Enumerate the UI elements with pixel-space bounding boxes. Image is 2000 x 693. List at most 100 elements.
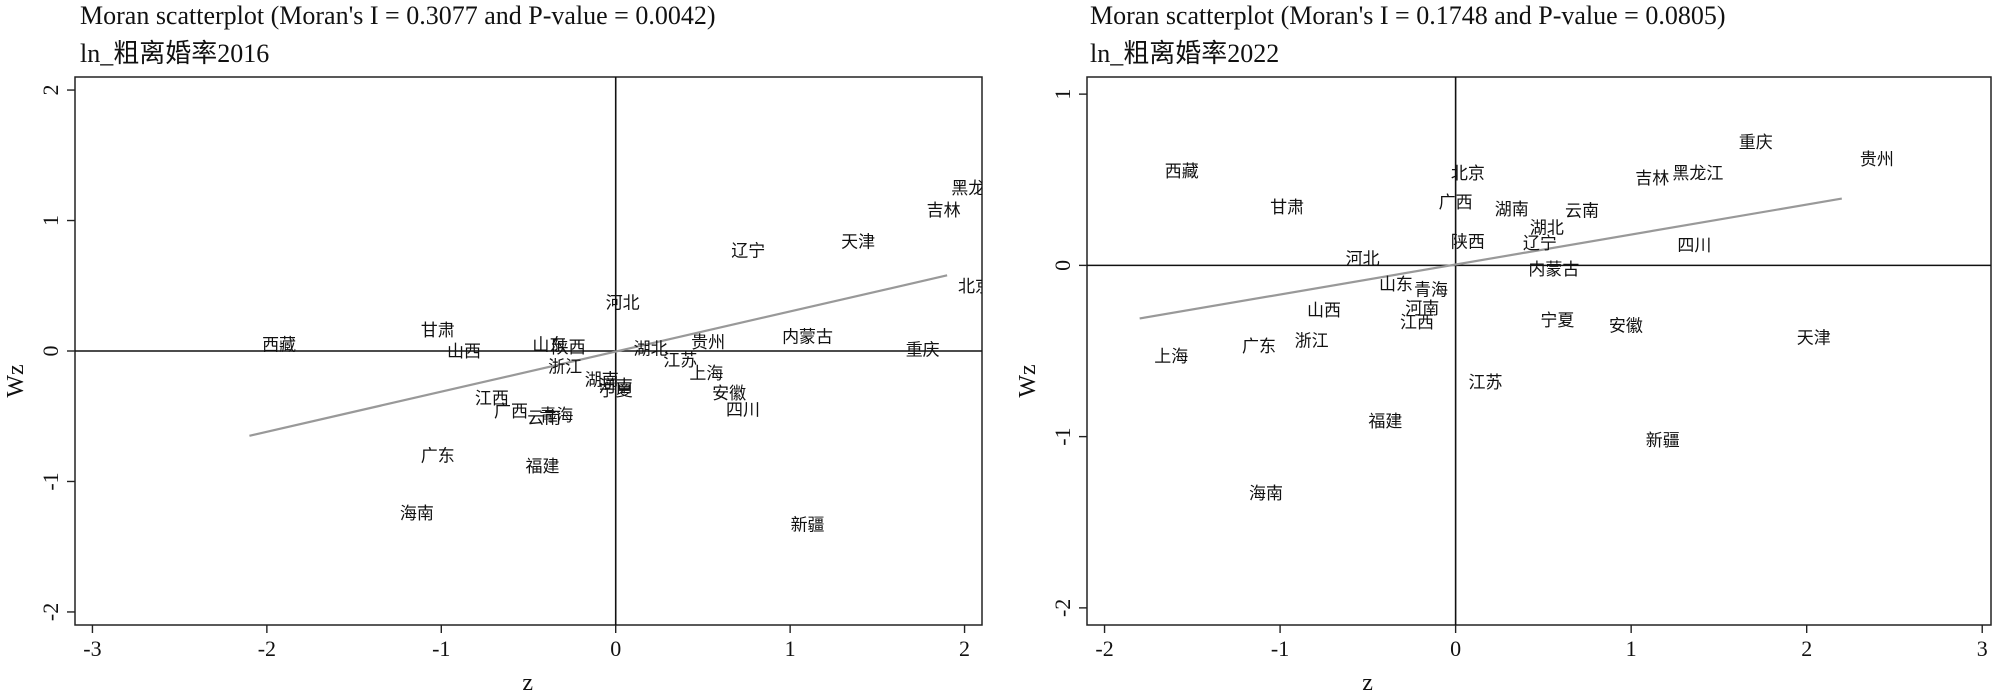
point-label: 四川: [726, 401, 760, 421]
chart-title: Moran scatterplot (Moran's I = 0.3077 an…: [80, 1, 716, 30]
point-label: 广东: [421, 446, 455, 466]
point-label: 宁夏: [599, 381, 633, 401]
chart-subtitle: ln_粗离婚率2022: [1090, 39, 1280, 68]
point-label: 北京: [958, 277, 992, 297]
point-label: 湖北: [634, 339, 668, 359]
point-label: 新疆: [1646, 431, 1680, 451]
point-label: 重庆: [906, 341, 940, 361]
plot-frame: [1086, 76, 1992, 626]
point-label: 重庆: [1739, 133, 1773, 153]
point-label: 湖北: [1530, 219, 1564, 239]
point-label: 江苏: [663, 351, 697, 371]
point-label: 黑龙江: [951, 179, 1002, 199]
point-label: 陕西: [552, 338, 586, 358]
x-tick-label: 2: [959, 636, 970, 661]
point-label: 江西: [475, 389, 509, 409]
y-tick-label: 1: [1050, 89, 1075, 100]
point-label: 黑龙江: [1672, 164, 1723, 184]
fit-line: [249, 274, 948, 437]
y-axis-title: Wz: [3, 364, 29, 397]
y-tick-label: 2: [38, 85, 63, 96]
point-label: 内蒙古: [1528, 260, 1579, 280]
y-axis-title: Wz: [1015, 364, 1041, 397]
point-label: 广西: [494, 402, 528, 422]
point-label: 安徽: [1609, 316, 1643, 336]
point-label: 浙江: [1295, 332, 1329, 352]
x-tick-label: -3: [83, 636, 101, 661]
y-tick-label: 1: [38, 215, 63, 226]
y-tick-label: -1: [1050, 427, 1075, 445]
point-label: 北京: [1451, 164, 1485, 184]
point-label: 上海: [1154, 347, 1188, 367]
point-label: 浙江: [548, 358, 582, 378]
point-label: 宁夏: [1540, 311, 1574, 331]
point-label: 上海: [689, 364, 723, 384]
y-tick-label: -1: [38, 472, 63, 490]
point-label: 陕西: [1451, 232, 1485, 252]
point-label: 天津: [841, 232, 875, 252]
point-label: 湖南: [1495, 200, 1529, 220]
x-axis-title: z: [522, 670, 533, 693]
point-label: 江西: [1400, 313, 1434, 333]
point-label: 海南: [400, 504, 434, 524]
x-tick-label: -1: [1271, 636, 1289, 661]
x-tick-label: 3: [1977, 636, 1988, 661]
point-label: 山西: [447, 342, 481, 362]
moran-panel-2016: Moran scatterplot (Moran's I = 0.3077 an…: [3, 1, 1002, 693]
x-tick-label: 0: [1450, 636, 1461, 661]
point-label: 海南: [1249, 484, 1283, 504]
chart-title: Moran scatterplot (Moran's I = 0.1748 an…: [1090, 1, 1726, 30]
x-tick-label: -1: [432, 636, 450, 661]
x-tick-label: -2: [1095, 636, 1113, 661]
point-label: 河南: [1405, 299, 1439, 319]
x-tick-label: 1: [785, 636, 796, 661]
point-label: 西藏: [1165, 162, 1199, 182]
point-label: 山西: [1307, 301, 1341, 321]
point-label: 河南: [599, 377, 633, 397]
point-label: 广东: [1242, 337, 1276, 357]
point-label: 安徽: [712, 384, 746, 404]
point-label: 新疆: [791, 516, 825, 536]
point-label: 甘肃: [1270, 198, 1304, 218]
point-label: 贵州: [691, 333, 725, 353]
x-tick-label: 0: [610, 636, 621, 661]
point-label: 青海: [1414, 280, 1448, 300]
x-axis-title: z: [1362, 670, 1373, 693]
y-tick-label: 0: [38, 346, 63, 357]
point-label: 河北: [606, 294, 640, 314]
chart-subtitle: ln_粗离婚率2016: [80, 39, 270, 68]
point-label: 江苏: [1468, 373, 1502, 393]
point-label: 辽宁: [1523, 234, 1557, 254]
point-label: 辽宁: [731, 242, 765, 262]
y-tick-label: 0: [1050, 260, 1075, 271]
point-label: 四川: [1677, 236, 1711, 256]
fit-line: [1139, 197, 1842, 320]
point-label: 云南: [527, 409, 561, 429]
point-label: 天津: [1797, 328, 1831, 348]
point-label: 内蒙古: [782, 328, 833, 348]
point-label: 西藏: [262, 335, 296, 355]
point-label: 广西: [1439, 193, 1473, 213]
point-label: 福建: [525, 457, 559, 477]
point-label: 甘肃: [421, 321, 455, 341]
point-label: 贵州: [1860, 150, 1894, 170]
point-label: 福建: [1368, 412, 1402, 432]
y-tick-label: -2: [1050, 599, 1075, 617]
point-label: 山东: [532, 335, 566, 355]
x-tick-label: 2: [1801, 636, 1812, 661]
point-label: 吉林: [927, 201, 961, 221]
point-label: 云南: [1565, 202, 1599, 222]
point-label: 湖南: [585, 371, 619, 391]
moran-panel-2022: Moran scatterplot (Moran's I = 0.1748 an…: [1000, 0, 2000, 693]
point-label: 河北: [1346, 250, 1380, 270]
y-tick-label: -2: [38, 603, 63, 621]
point-label: 吉林: [1635, 169, 1669, 189]
point-label: 山东: [1379, 275, 1413, 295]
point-label: 青海: [539, 406, 573, 426]
x-tick-label: 1: [1626, 636, 1637, 661]
x-tick-label: -2: [258, 636, 276, 661]
